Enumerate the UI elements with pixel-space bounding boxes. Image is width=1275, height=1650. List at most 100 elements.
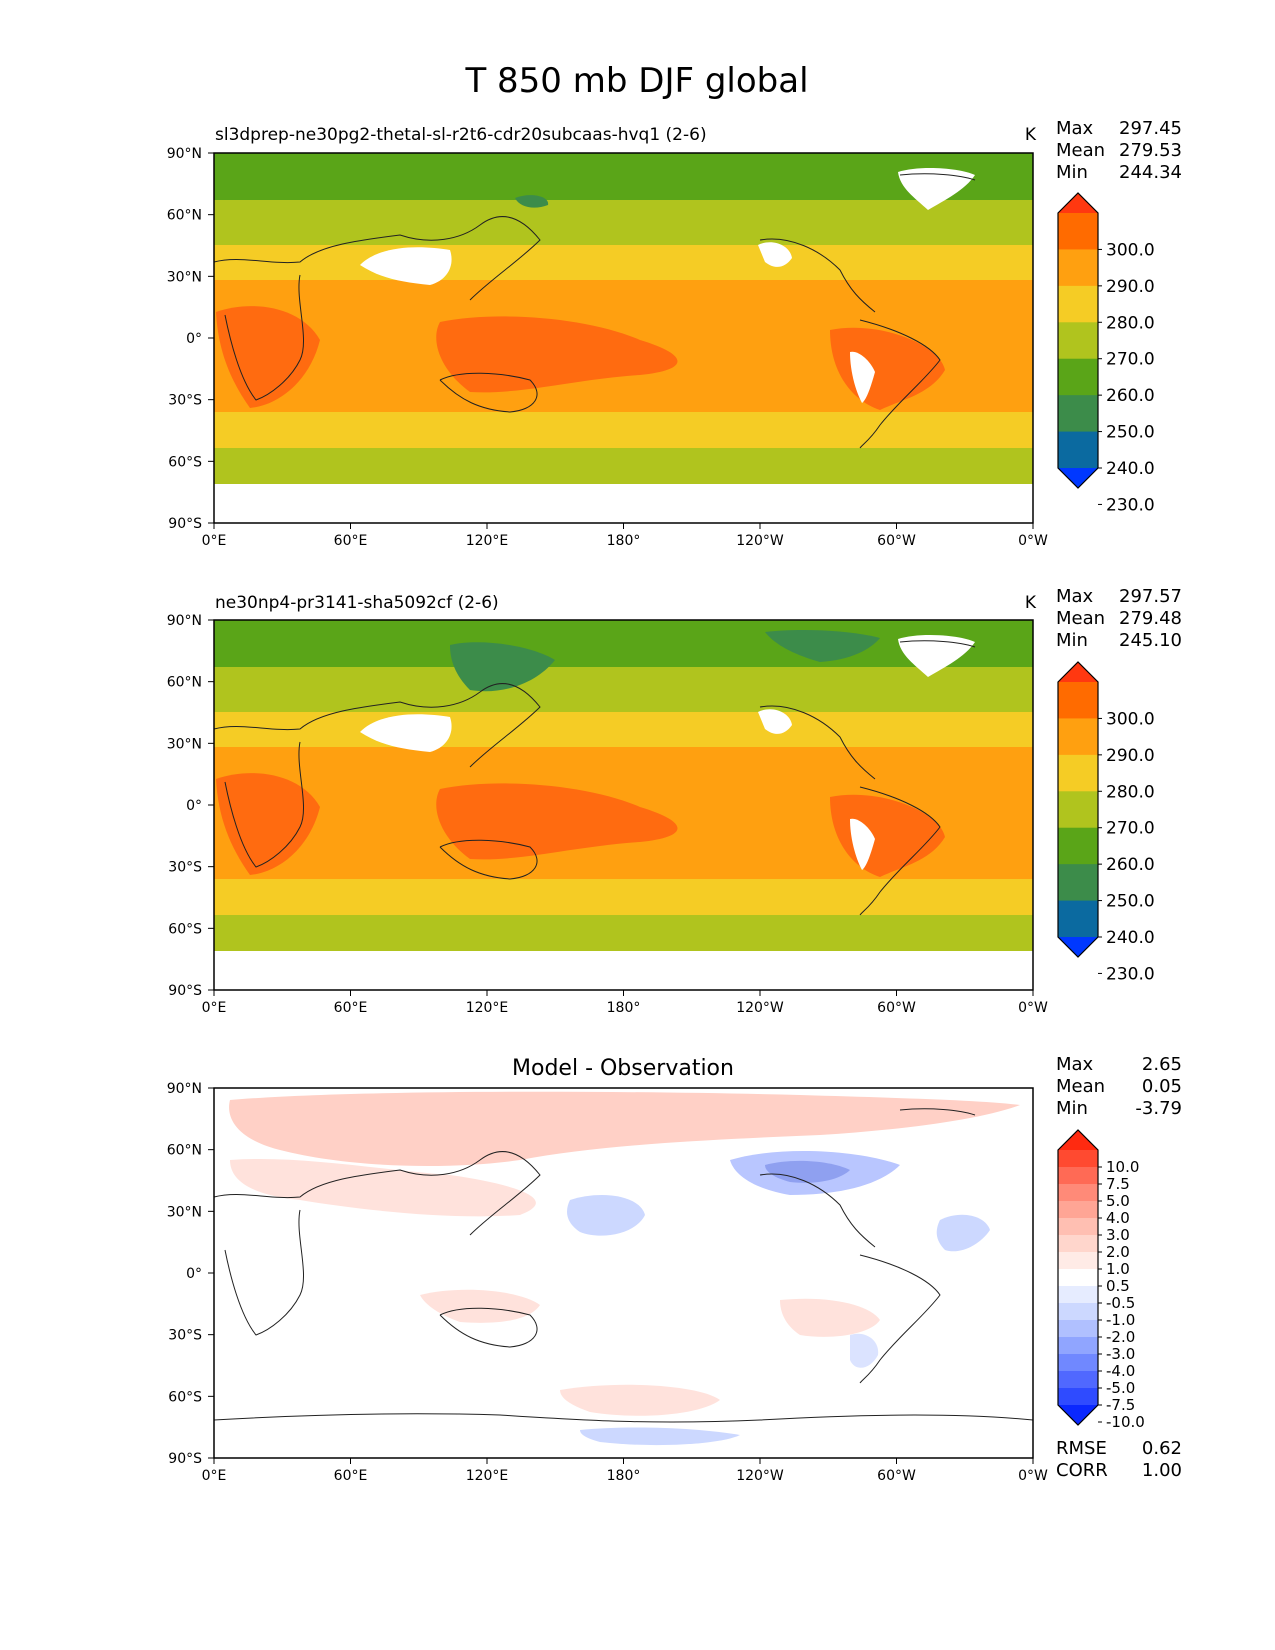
panel-3-coastlines xyxy=(213,1108,1034,1423)
y-tick-label: 30°S xyxy=(168,860,202,876)
panel-1-coastlines xyxy=(213,173,976,449)
colorbar-swatch xyxy=(1058,1184,1098,1202)
colorbar-label: 250.0 xyxy=(1106,892,1155,912)
panel-3-stats: Max 2.65 Mean 0.05 Min -3.79 xyxy=(1056,1054,1182,1119)
panel-1-min-value: 244.34 xyxy=(1119,162,1182,183)
x-tick-label: 180° xyxy=(607,1468,641,1484)
colorbar-swatch xyxy=(1058,718,1098,756)
y-tick-label: 60°S xyxy=(168,921,202,937)
x-tick-label: 120°W xyxy=(736,1468,784,1484)
y-tick-label: 30°S xyxy=(168,1328,202,1344)
panel-3-mean-value: 0.05 xyxy=(1142,1076,1182,1097)
band-south-mid xyxy=(214,448,1033,488)
panel-2-warm-pool-pacific xyxy=(436,783,678,860)
panel-1-map xyxy=(213,152,1034,524)
panel-1-min-label: Min xyxy=(1056,162,1088,183)
colorbar-label: 250.0 xyxy=(1106,423,1155,443)
y-tick-label: 30°N xyxy=(167,269,202,285)
colorbar-label: -1.0 xyxy=(1106,1311,1135,1329)
panel-3-cold-north-pacific xyxy=(567,1195,645,1236)
panel-2-cold-siberia xyxy=(450,642,555,692)
y-tick-label: 30°N xyxy=(167,1204,202,1220)
y-tick-label: 90°N xyxy=(167,146,202,162)
colorbar-label: 290.0 xyxy=(1106,277,1155,297)
x-tick-label: 120°E xyxy=(466,1468,509,1484)
panel-1-greenland xyxy=(898,168,975,210)
colorbar-label: -7.5 xyxy=(1106,1396,1135,1414)
x-tick-label: 0°W xyxy=(1018,1468,1048,1484)
panel-1-rockies xyxy=(758,242,792,267)
panel-3-cold-north-america-core xyxy=(765,1160,850,1183)
panel-3: Model - Observation Max 2.65 Mean 0.05 M… xyxy=(167,1054,1182,1484)
colorbar-label: 240.0 xyxy=(1106,459,1155,479)
panel-1-units: K xyxy=(1025,125,1037,145)
panel-3-max-value: 2.65 xyxy=(1142,1054,1182,1075)
colorbar-label: 270.0 xyxy=(1106,819,1155,839)
y-tick-label: 0° xyxy=(186,798,202,814)
panel-2-max-value: 297.57 xyxy=(1119,586,1182,607)
x-tick-label: 0°E xyxy=(202,1468,227,1484)
colorbar-label: 1.0 xyxy=(1106,1260,1130,1278)
colorbar-swatch xyxy=(1058,1269,1098,1287)
panel-1-tibet xyxy=(360,247,452,285)
panel-1-mean-value: 279.53 xyxy=(1119,140,1182,161)
panel-2-mean-label: Mean xyxy=(1056,608,1105,629)
panel-3-max-label: Max xyxy=(1056,1054,1094,1075)
colorbar-label: 240.0 xyxy=(1106,928,1155,948)
band-antarctica xyxy=(214,484,1033,523)
band-north-polar xyxy=(214,620,1033,675)
x-tick-label: 60°E xyxy=(334,1000,368,1016)
y-tick-label: 90°S xyxy=(168,1451,202,1467)
panel-1-cold-siberia xyxy=(515,195,549,208)
panel-3-min-label: Min xyxy=(1056,1098,1088,1119)
colorbar-swatch xyxy=(1058,1201,1098,1219)
panel-2-rockies xyxy=(758,709,792,734)
colorbar-swatch xyxy=(1058,1388,1098,1406)
colorbar-swatch xyxy=(1058,358,1098,396)
x-tick-label: 120°E xyxy=(466,533,509,549)
colorbar-swatch xyxy=(1058,249,1098,287)
panel-2-bands xyxy=(214,620,1033,990)
band-north-subtropic xyxy=(214,712,1033,752)
colorbar-label: 4.0 xyxy=(1106,1209,1130,1227)
panel-3-map xyxy=(213,1087,1034,1459)
panel-1-warm-pool-pacific xyxy=(436,316,678,393)
colorbar-swatch xyxy=(1058,1150,1098,1168)
colorbar-label: -2.0 xyxy=(1106,1328,1135,1346)
panel-3-cold-atlantic xyxy=(936,1214,990,1252)
x-tick-label: 0°E xyxy=(202,533,227,549)
colorbar-label: 2.0 xyxy=(1106,1243,1130,1261)
colorbar-label: 230.0 xyxy=(1106,964,1155,984)
colorbar-swatch xyxy=(1058,1218,1098,1236)
colorbar-swatch xyxy=(1058,1235,1098,1253)
colorbar-label: 7.5 xyxy=(1106,1175,1130,1193)
colorbar-label: -10.0 xyxy=(1106,1413,1145,1431)
panel-3-corr-label: CORR xyxy=(1056,1460,1108,1481)
panel-3-warm-eurasia xyxy=(230,1158,536,1217)
x-tick-label: 60°W xyxy=(877,1000,916,1016)
colorbar-label: 270.0 xyxy=(1106,350,1155,370)
colorbar-swatch xyxy=(1058,1320,1098,1338)
colorbar-label: 280.0 xyxy=(1106,313,1155,333)
colorbar-label: 300.0 xyxy=(1106,709,1155,729)
colorbar-extend-min xyxy=(1058,1405,1098,1425)
panel-1-max-label: Max xyxy=(1056,118,1094,139)
panel-2-tibet xyxy=(360,714,452,752)
y-tick-label: 90°N xyxy=(167,1081,202,1097)
y-tick-label: 60°N xyxy=(167,1143,202,1159)
panel-2-axes: 0°E 60°E 120°E 180° 120°W 60°W 0°W 90°N 60°N 30°N… xyxy=(167,613,1048,1016)
panel-3-warm-south-pacific xyxy=(780,1298,880,1337)
colorbar-label: 10.0 xyxy=(1106,1158,1139,1176)
panel-1-max-value: 297.45 xyxy=(1119,118,1182,139)
x-tick-label: 0°E xyxy=(202,1000,227,1016)
colorbar-label: 260.0 xyxy=(1106,386,1155,406)
panel-1-andes xyxy=(850,351,875,403)
colorbar-label: -0.5 xyxy=(1106,1294,1135,1312)
colorbar-label: 3.0 xyxy=(1106,1226,1130,1244)
colorbar-label: -3.0 xyxy=(1106,1345,1135,1363)
colorbar-swatch xyxy=(1058,395,1098,433)
colorbar-swatch xyxy=(1058,754,1098,792)
y-tick-label: 60°N xyxy=(167,208,202,224)
colorbar-label: 5.0 xyxy=(1106,1192,1130,1210)
